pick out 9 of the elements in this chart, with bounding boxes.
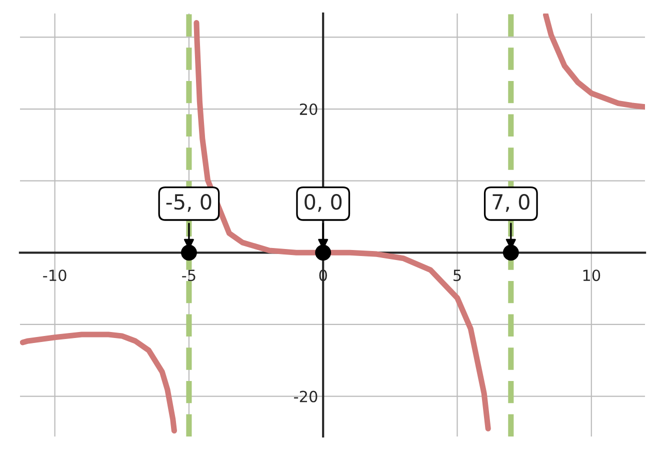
y-tick-label: 20 [300,103,318,116]
annotation: 7, 0 [492,194,530,212]
x-tick-label: 10 [583,270,600,282]
annotation: -5, 0 [166,194,212,212]
x-tick-label: -10 [43,270,66,282]
annotation: 0, 0 [304,194,342,212]
y-tick-label: -20 [294,390,318,402]
x-tick-label: -5 [182,270,196,282]
x-tick-label: 5 [454,270,461,282]
